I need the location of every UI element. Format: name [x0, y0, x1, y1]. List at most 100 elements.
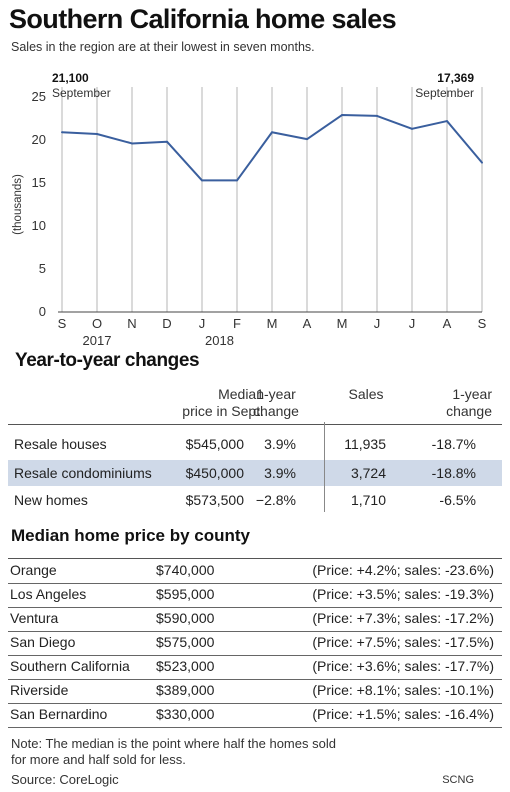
yoy-header-rule — [8, 424, 502, 425]
x-tick-label: A — [303, 316, 312, 331]
data-point — [236, 179, 238, 182]
annotation-value: 21,100 — [52, 71, 89, 85]
x-tick-label: O — [92, 316, 102, 331]
x-tick-label: M — [267, 316, 278, 331]
row-label: Resale houses — [14, 436, 107, 452]
yoy-row-resale-houses: Resale houses $545,000 3.9% 11,935 -18.7… — [8, 431, 502, 457]
data-point — [131, 142, 133, 145]
county-row: Ventura $590,000 (Price: +7.3%; sales: -… — [8, 607, 502, 632]
y-tick-label: 20 — [32, 132, 46, 147]
row-price-change: −2.8% — [255, 492, 296, 508]
x-tick-label: M — [337, 316, 348, 331]
row-sales-change: -18.8% — [431, 465, 476, 481]
source-line: Source: CoreLogic — [11, 772, 119, 787]
row-sales: 11,935 — [344, 436, 386, 452]
x-tick-label: F — [233, 316, 241, 331]
x-tick-label: S — [58, 316, 67, 331]
row-label: Resale condominiums — [14, 465, 152, 481]
header-line: 1-year — [256, 386, 296, 402]
county-price: $330,000 — [156, 706, 215, 722]
county-detail: (Price: +8.1%; sales: -10.1%) — [312, 682, 494, 698]
data-point — [411, 127, 413, 130]
row-price: $545,000 — [185, 436, 244, 452]
county-row: Riverside $389,000 (Price: +8.1%; sales:… — [8, 679, 502, 704]
y-axis-label: (thousands) — [12, 174, 24, 235]
data-point — [376, 114, 378, 117]
header-sales-change: 1-year change — [418, 386, 492, 420]
county-price: $590,000 — [156, 610, 215, 626]
header-line: price in Sept. — [182, 403, 264, 419]
yoy-title: Year-to-year changes — [15, 350, 200, 371]
x-tick-label: J — [409, 316, 416, 331]
county-detail: (Price: +3.6%; sales: -17.7%) — [312, 658, 494, 674]
county-name: Ventura — [10, 610, 59, 626]
row-sales: 1,710 — [350, 492, 386, 508]
y-tick-label: 10 — [32, 218, 46, 233]
row-sales-change: -18.7% — [431, 436, 476, 452]
annotation-month: September — [52, 86, 111, 100]
row-price: $573,500 — [185, 492, 244, 508]
county-price: $575,000 — [156, 634, 215, 650]
y-tick-label: 5 — [39, 261, 46, 276]
data-point — [271, 131, 273, 134]
annotation-month: September — [415, 86, 474, 100]
county-detail: (Price: +1.5%; sales: -16.4%) — [312, 706, 494, 722]
sales-line-chart: 0 5 10 15 20 25 (thousands) S O N D J F M A M J J A S 2017 20… — [12, 71, 487, 348]
county-name: Orange — [10, 562, 57, 578]
county-row: Orange $740,000 (Price: +4.2%; sales: -2… — [8, 559, 502, 584]
county-detail: (Price: +3.5%; sales: -19.3%) — [312, 586, 494, 602]
county-name: San Diego — [10, 634, 76, 650]
county-name: Riverside — [10, 682, 69, 698]
county-detail: (Price: +7.3%; sales: -17.2%) — [312, 610, 494, 626]
data-point — [446, 120, 448, 123]
data-point — [481, 161, 483, 164]
county-price: $523,000 — [156, 658, 215, 674]
county-name: San Bernardino — [10, 706, 108, 722]
yoy-row-new-homes: New homes $573,500 −2.8% 1,710 -6.5% — [8, 487, 502, 513]
yoy-column-divider — [324, 422, 325, 512]
x-year-label: 2017 — [83, 333, 112, 348]
row-sales-change: -6.5% — [439, 492, 476, 508]
county-row: San Diego $575,000 (Price: +7.5%; sales:… — [8, 631, 502, 656]
y-tick-label: 15 — [32, 175, 46, 190]
x-year-label: 2018 — [205, 333, 234, 348]
county-price: $740,000 — [156, 562, 215, 578]
header-median-price: Median price in Sept. — [168, 386, 264, 420]
data-point — [61, 131, 63, 134]
row-price-change: 3.9% — [264, 465, 296, 481]
data-point — [96, 132, 98, 135]
annotation-value: 17,369 — [437, 71, 474, 85]
county-row: San Bernardino $330,000 (Price: +1.5%; s… — [8, 703, 502, 728]
data-point — [306, 138, 308, 141]
y-tick-label: 25 — [32, 89, 46, 104]
footnote: Note: The median is the point where half… — [11, 736, 336, 767]
county-row: Southern California $523,000 (Price: +3.… — [8, 655, 502, 680]
x-tick-label: S — [478, 316, 487, 331]
y-tick-label: 0 — [39, 304, 46, 319]
row-sales: 3,724 — [350, 465, 386, 481]
county-title: Median home price by county — [11, 526, 250, 545]
county-detail: (Price: +7.5%; sales: -17.5%) — [312, 634, 494, 650]
x-tick-label: J — [374, 316, 381, 331]
county-price: $389,000 — [156, 682, 215, 698]
county-detail: (Price: +4.2%; sales: -23.6%) — [312, 562, 494, 578]
header-line: 1-year — [452, 386, 492, 402]
x-tick-label: A — [443, 316, 452, 331]
row-price-change: 3.9% — [264, 436, 296, 452]
data-point — [201, 179, 203, 182]
header-sales: Sales — [338, 386, 394, 403]
county-name: Los Angeles — [10, 586, 87, 602]
header-line: Sales — [348, 386, 384, 402]
row-price: $450,000 — [185, 465, 244, 481]
header-line: change — [446, 403, 492, 419]
x-tick-label: N — [127, 316, 136, 331]
chart-subtitle: Sales in the region are at their lowest … — [11, 40, 315, 54]
yoy-row-resale-condominiums: Resale condominiums $450,000 3.9% 3,724 … — [8, 460, 502, 486]
credit-line: SCNG — [442, 774, 474, 786]
row-label: New homes — [14, 492, 88, 508]
county-top-rule — [8, 558, 502, 559]
x-tick-label: J — [199, 316, 206, 331]
header-line: change — [253, 403, 299, 419]
data-point — [166, 140, 168, 143]
data-point — [341, 114, 343, 117]
